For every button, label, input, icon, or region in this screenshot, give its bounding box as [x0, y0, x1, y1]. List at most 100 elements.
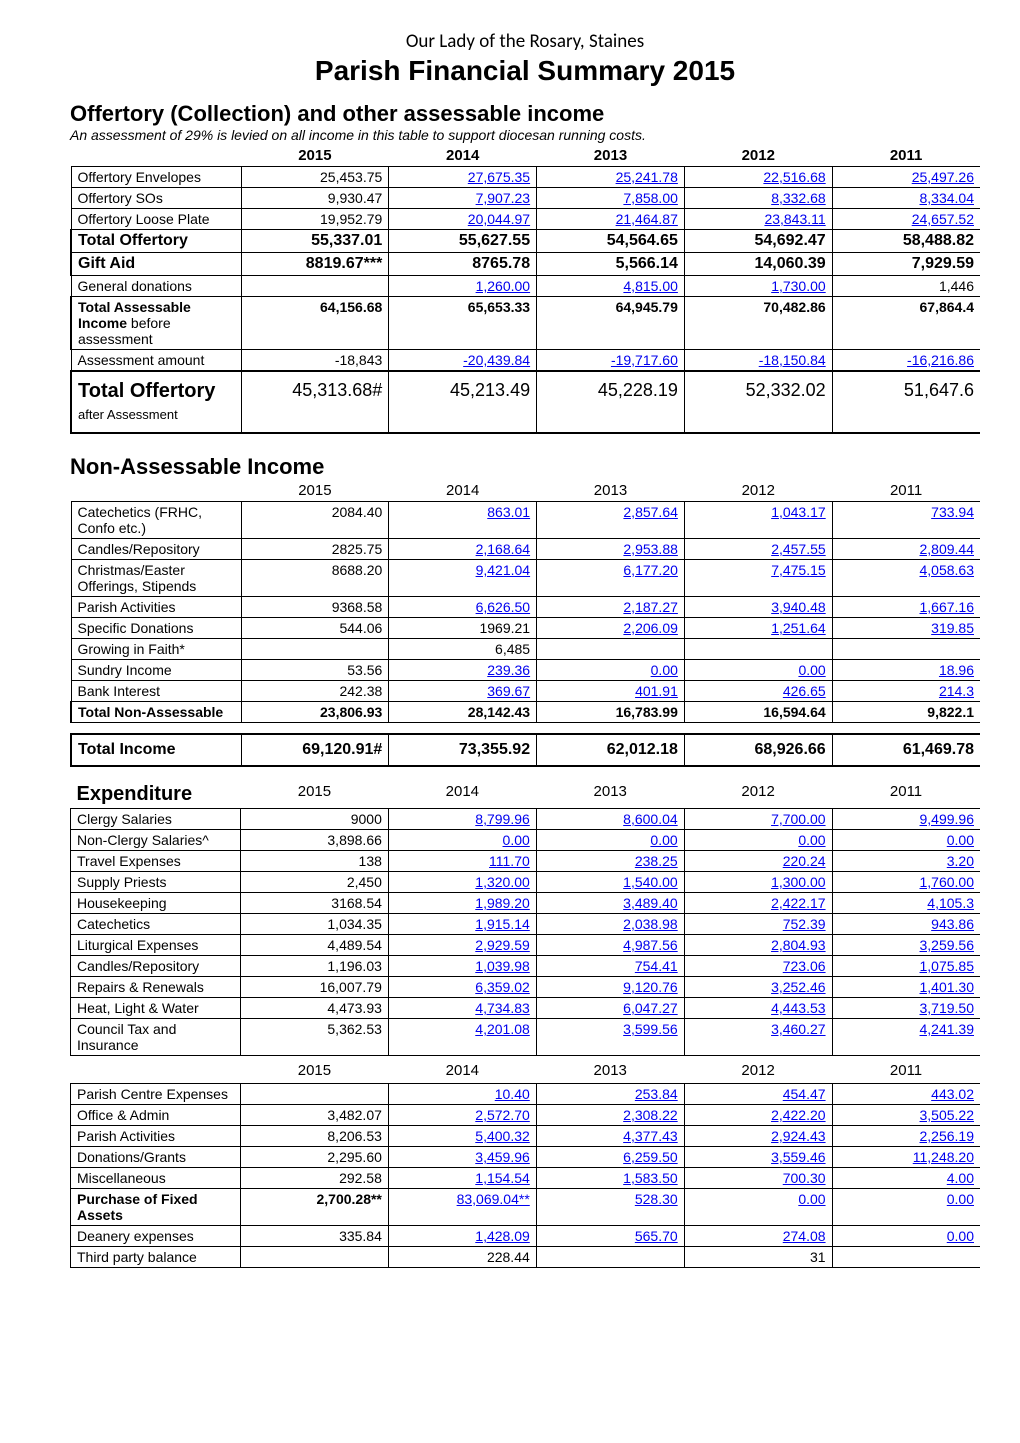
cell: 0.00	[537, 660, 685, 681]
row-label: Christmas/Easter Offerings, Stipends	[71, 560, 241, 597]
cell: 53.56	[241, 660, 389, 681]
cell: 3,898.66	[241, 830, 389, 851]
cell: 3.20	[832, 851, 980, 872]
table-row: Liturgical Expenses4,489.542,929.594,987…	[71, 935, 981, 956]
year-col: 2012	[684, 781, 832, 809]
cell: 45,313.68#	[241, 371, 389, 433]
row-label: Repairs & Renewals	[71, 977, 241, 998]
cell: 3,719.50	[832, 998, 980, 1019]
cell: 4,734.83	[388, 998, 536, 1019]
cell: 83,069.04**	[388, 1189, 536, 1226]
cell: 69,120.91#	[241, 734, 389, 766]
cell: 9,499.96	[832, 809, 980, 830]
year-col: 2012	[684, 1056, 832, 1084]
cell: 1,446	[832, 276, 980, 297]
cell: 8,799.96	[388, 809, 536, 830]
table-row: Catechetics (FRHC, Confo etc.)2084.40863…	[71, 502, 980, 539]
row-label: Non-Clergy Salaries^	[71, 830, 241, 851]
cell: 1,154.54	[388, 1168, 536, 1189]
year-col: 2013	[536, 1056, 684, 1084]
cell	[832, 1247, 980, 1268]
cell: 1,730.00	[684, 276, 832, 297]
cell: 31	[684, 1247, 832, 1268]
cell: 25,241.78	[537, 167, 685, 188]
cell: 5,566.14	[537, 253, 685, 276]
year-col: 2013	[536, 781, 684, 809]
assessable-table: 2015 2014 2013 2012 2011 Offertory Envel…	[70, 145, 980, 434]
cell: 9,822.1	[832, 702, 980, 723]
cell: 2,422.17	[684, 893, 832, 914]
row-label: Catechetics (FRHC, Confo etc.)	[71, 502, 241, 539]
year-col: 2014	[388, 781, 536, 809]
row-label: Specific Donations	[71, 618, 241, 639]
cell: 3,489.40	[536, 893, 684, 914]
cell: 752.39	[684, 914, 832, 935]
cell: 24,657.52	[832, 209, 980, 230]
total-income-row: Total Income 69,120.91# 73,355.92 62,012…	[71, 734, 980, 766]
cell: 2,450	[241, 872, 389, 893]
cell: -20,439.84	[389, 350, 537, 372]
cell: 426.65	[684, 681, 832, 702]
cell: 1,034.35	[241, 914, 389, 935]
cell: 7,475.15	[684, 560, 832, 597]
cell: 54,564.65	[537, 230, 685, 253]
cell: 1,667.16	[832, 597, 980, 618]
cell	[537, 639, 685, 660]
cell: 6,177.20	[537, 560, 685, 597]
row-label: Candles/Repository	[71, 539, 241, 560]
cell: 138	[241, 851, 389, 872]
cell: 0.00	[684, 1189, 832, 1226]
table-row: Offertory Envelopes25,453.7527,675.3525,…	[71, 167, 980, 188]
cell: 45,228.19	[537, 371, 685, 433]
assessable-sub: An assessment of 29% is levied on all in…	[70, 127, 980, 143]
row-label: Offertory Loose Plate	[71, 209, 241, 230]
cell: 8688.20	[241, 560, 389, 597]
cell: 6,359.02	[388, 977, 536, 998]
cell: 4,241.39	[832, 1019, 980, 1056]
cell: -18,843	[241, 350, 389, 372]
table-row: Candles/Repository2825.752,168.642,953.8…	[71, 539, 980, 560]
cell: 3,599.56	[536, 1019, 684, 1056]
cell: 5,362.53	[241, 1019, 389, 1056]
cell: 3,482.07	[241, 1105, 389, 1126]
cell: 6,485	[389, 639, 537, 660]
expenditure-heading: Expenditure	[71, 781, 241, 809]
cell: 58,488.82	[832, 230, 980, 253]
cell: 3,940.48	[684, 597, 832, 618]
cell: 2,422.20	[684, 1105, 832, 1126]
row-label: Housekeeping	[71, 893, 241, 914]
cell: 3,252.46	[684, 977, 832, 998]
table-row: Total Non-Assessable23,806.9328,142.4316…	[71, 702, 980, 723]
year-col: 2015	[241, 480, 389, 502]
cell: 401.91	[537, 681, 685, 702]
cell: 2084.40	[241, 502, 389, 539]
row-label: Clergy Salaries	[71, 809, 241, 830]
cell: 2,457.55	[684, 539, 832, 560]
table-row: Repairs & Renewals16,007.796,359.029,120…	[71, 977, 981, 998]
cell: 62,012.18	[537, 734, 685, 766]
cell: 733.94	[832, 502, 980, 539]
table-row: Bank Interest242.38369.67401.91426.65214…	[71, 681, 980, 702]
cell: 8,600.04	[536, 809, 684, 830]
cell: 565.70	[536, 1226, 684, 1247]
table-row: General donations1,260.004,815.001,730.0…	[71, 276, 980, 297]
cell: 8765.78	[389, 253, 537, 276]
cell: 1,039.98	[388, 956, 536, 977]
cell: -18,150.84	[684, 350, 832, 372]
cell: 0.00	[684, 660, 832, 681]
cell: 1,300.00	[684, 872, 832, 893]
cell: 292.58	[241, 1168, 389, 1189]
cell: 6,626.50	[389, 597, 537, 618]
table-row: Growing in Faith*6,485	[71, 639, 980, 660]
cell	[684, 639, 832, 660]
cell: 1,251.64	[684, 618, 832, 639]
row-label: Total Income	[71, 734, 241, 766]
cell: 16,783.99	[537, 702, 685, 723]
cell: 2,929.59	[388, 935, 536, 956]
cell: 443.02	[832, 1084, 980, 1105]
cell: 70,482.86	[684, 297, 832, 350]
cell: 7,858.00	[537, 188, 685, 209]
row-label: Liturgical Expenses	[71, 935, 241, 956]
row-label: Assessment amount	[71, 350, 241, 372]
cell	[241, 639, 389, 660]
